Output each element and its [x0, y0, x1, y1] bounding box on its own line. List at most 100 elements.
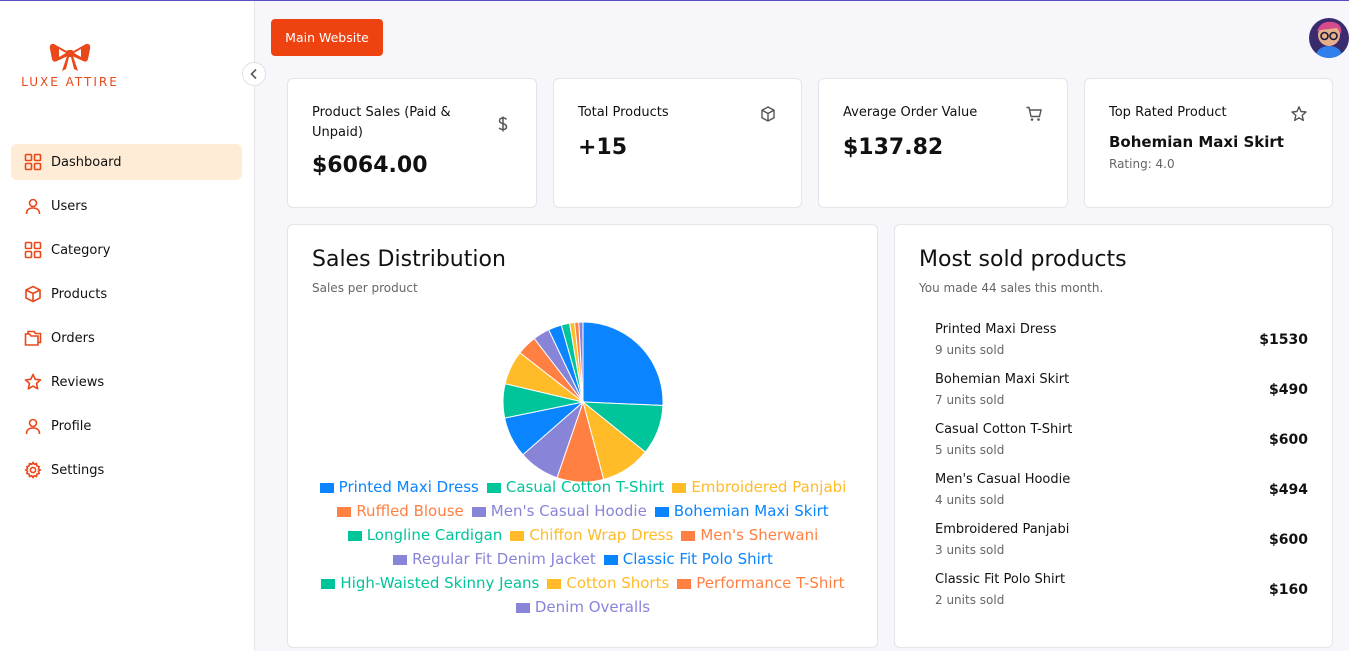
legend-item[interactable]: Performance T-Shirt [677, 571, 845, 595]
legend-swatch [319, 482, 334, 493]
legend-label: Longline Cardigan [366, 526, 503, 544]
legend-swatch [654, 506, 669, 517]
sidebar-item-products[interactable]: Products [11, 276, 242, 312]
panel-title: Most sold products [919, 247, 1127, 272]
sidebar-item-label: Profile [51, 418, 92, 434]
user-icon [23, 416, 43, 436]
panel-subtitle: Sales per product [312, 281, 418, 295]
product-name: Printed Maxi Dress [935, 322, 1057, 337]
legend-item[interactable]: Ruffled Blouse [337, 499, 464, 523]
sidebar-item-dashboard[interactable]: Dashboard [11, 144, 242, 180]
legend-item[interactable]: Chiffon Wrap Dress [510, 523, 673, 547]
legend-swatch [603, 554, 618, 565]
legend-label: Performance T-Shirt [696, 574, 845, 592]
sales-distribution-panel: Sales Distribution Sales per product Pri… [287, 224, 878, 648]
product-amount: $1530 [1259, 332, 1308, 348]
legend-label: Embroidered Panjabi [691, 478, 847, 496]
legend-label: Cotton Shorts [566, 574, 670, 592]
sidebar-item-label: Settings [51, 462, 105, 478]
sidebar-item-category[interactable]: Category [11, 232, 242, 268]
legend-item[interactable]: Denim Overalls [515, 595, 651, 619]
grid-icon [23, 240, 43, 260]
legend-item[interactable]: Bohemian Maxi Skirt [654, 499, 829, 523]
legend-swatch [337, 506, 352, 517]
star-icon [23, 372, 43, 392]
legend-item[interactable]: Embroidered Panjabi [672, 475, 846, 499]
legend-item[interactable]: Men's Sherwani [681, 523, 818, 547]
product-units: 7 units sold [935, 393, 1005, 407]
legend-label: High-Waisted Skinny Jeans [340, 574, 540, 592]
stat-card-top-rated: Top Rated Product Bohemian Maxi Skirt Ra… [1084, 78, 1333, 208]
sidebar-item-settings[interactable]: Settings [11, 452, 242, 488]
pie-slice[interactable] [578, 321, 584, 403]
product-units: 4 units sold [935, 493, 1005, 507]
box-icon [23, 284, 43, 304]
sidebar-item-label: Reviews [51, 374, 105, 390]
sidebar-item-label: Dashboard [51, 154, 122, 170]
stat-card-aov: Average Order Value $137.82 [818, 78, 1068, 208]
brand-logo[interactable]: LUXE ATTIRE [20, 41, 120, 89]
sidebar-item-orders[interactable]: Orders [11, 320, 242, 356]
legend-label: Denim Overalls [534, 598, 651, 616]
legend-label: Regular Fit Denim Jacket [412, 550, 596, 568]
pie-slice[interactable] [582, 321, 664, 407]
user-icon [23, 196, 43, 216]
top-rated-product-name: Bohemian Maxi Skirt [1109, 133, 1284, 151]
brand-name: LUXE ATTIRE [21, 75, 119, 89]
list-item[interactable]: Bohemian Maxi Skirt 7 units sold $490 [935, 368, 1308, 418]
list-item[interactable]: Men's Casual Hoodie 4 units sold $494 [935, 468, 1308, 518]
collapse-sidebar-button[interactable] [242, 62, 266, 86]
list-item[interactable]: Classic Fit Polo Shirt 2 units sold $160 [935, 568, 1308, 618]
stat-title: Average Order Value [843, 105, 978, 120]
stat-value: $6064.00 [312, 153, 428, 178]
legend-label: Ruffled Blouse [356, 502, 464, 520]
legend-label: Men's Casual Hoodie [490, 502, 647, 520]
sidebar-item-users[interactable]: Users [11, 188, 242, 224]
chart-legend: Printed Maxi Dress Casual Cotton T-Shirt E… [308, 475, 858, 619]
product-amount: $494 [1269, 482, 1308, 498]
sidebar-item-label: Category [51, 242, 111, 258]
legend-swatch [347, 530, 362, 541]
stat-card-products: Total Products +15 [553, 78, 802, 208]
sidebar-nav: Dashboard Users Category Products Orders [11, 144, 242, 496]
stat-card-sales: Product Sales (Paid & Unpaid) $6064.00 [287, 78, 537, 208]
stat-title: Top Rated Product [1109, 105, 1227, 120]
legend-swatch [515, 602, 530, 613]
chevron-left-icon [250, 68, 257, 80]
stat-title: Product Sales (Paid & Unpaid) [312, 105, 451, 140]
legend-swatch [510, 530, 525, 541]
sidebar-item-profile[interactable]: Profile [11, 408, 242, 444]
stat-value: +15 [578, 135, 628, 160]
legend-label: Classic Fit Polo Shirt [622, 550, 773, 568]
folder-icon [23, 328, 43, 348]
list-item[interactable]: Embroidered Panjabi 3 units sold $600 [935, 518, 1308, 568]
sidebar-item-label: Products [51, 286, 108, 302]
list-item[interactable]: Printed Maxi Dress 9 units sold $1530 [935, 318, 1308, 368]
product-list: Printed Maxi Dress 9 units sold $1530 Bo… [935, 318, 1308, 618]
stat-title: Total Products [578, 105, 669, 120]
legend-item[interactable]: Printed Maxi Dress [319, 475, 479, 499]
star-icon [1291, 106, 1307, 122]
grid-icon [23, 152, 43, 172]
avatar[interactable] [1309, 18, 1349, 58]
list-item[interactable]: Casual Cotton T-Shirt 5 units sold $600 [935, 418, 1308, 468]
sidebar-item-label: Users [51, 198, 88, 214]
product-name: Bohemian Maxi Skirt [935, 372, 1070, 387]
sidebar: LUXE ATTIRE Dashboard Users Category Pro… [0, 1, 255, 651]
sidebar-item-reviews[interactable]: Reviews [11, 364, 242, 400]
product-name: Classic Fit Polo Shirt [935, 572, 1066, 587]
legend-item[interactable]: Classic Fit Polo Shirt [603, 547, 773, 571]
cart-icon [1026, 106, 1042, 121]
legend-item[interactable]: High-Waisted Skinny Jeans [321, 571, 539, 595]
legend-item[interactable]: Cotton Shorts [547, 571, 669, 595]
legend-swatch [672, 482, 687, 493]
legend-label: Printed Maxi Dress [338, 478, 479, 496]
product-amount: $160 [1269, 582, 1308, 598]
legend-item[interactable]: Casual Cotton T-Shirt [486, 475, 664, 499]
main-website-button[interactable]: Main Website [271, 19, 383, 56]
sales-pie-chart [502, 321, 664, 483]
legend-item[interactable]: Regular Fit Denim Jacket [393, 547, 596, 571]
legend-item[interactable]: Men's Casual Hoodie [471, 499, 647, 523]
legend-item[interactable]: Longline Cardigan [347, 523, 503, 547]
panel-subtitle: You made 44 sales this month. [919, 281, 1104, 295]
